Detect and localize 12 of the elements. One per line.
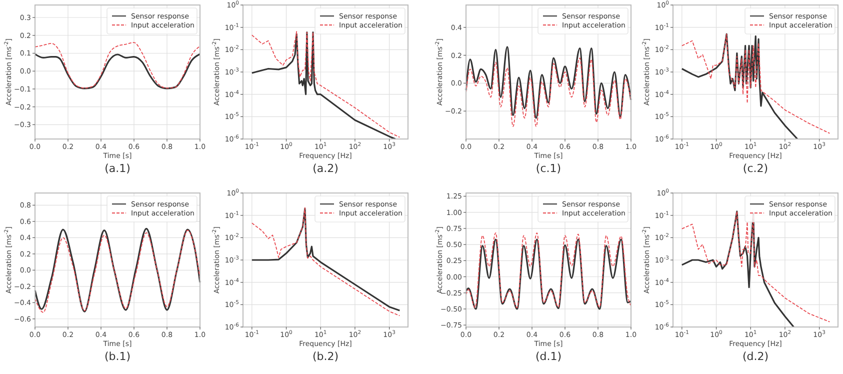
line-series [34, 42, 200, 89]
text: (c.2) [742, 162, 768, 175]
text: (c.1) [536, 162, 562, 175]
text: (b.2) [312, 350, 339, 363]
text: (d.1) [535, 350, 562, 363]
line-series [34, 53, 201, 90]
line-series [465, 46, 632, 119]
line-series [466, 58, 632, 127]
text: (a.1) [104, 162, 130, 175]
text: (a.2) [312, 162, 338, 175]
text: (d.2) [742, 350, 769, 363]
text: (b.1) [104, 350, 131, 363]
